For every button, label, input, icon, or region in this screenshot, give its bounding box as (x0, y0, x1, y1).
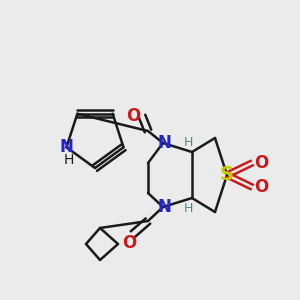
Text: N: N (157, 198, 171, 216)
Text: O: O (254, 154, 268, 172)
Text: H: H (63, 153, 74, 167)
Text: O: O (122, 234, 136, 252)
Text: S: S (220, 166, 234, 184)
Text: N: N (157, 134, 171, 152)
Text: N: N (59, 138, 74, 156)
Text: H: H (183, 202, 193, 214)
Text: O: O (254, 178, 268, 196)
Text: O: O (126, 107, 140, 125)
Text: H: H (183, 136, 193, 148)
